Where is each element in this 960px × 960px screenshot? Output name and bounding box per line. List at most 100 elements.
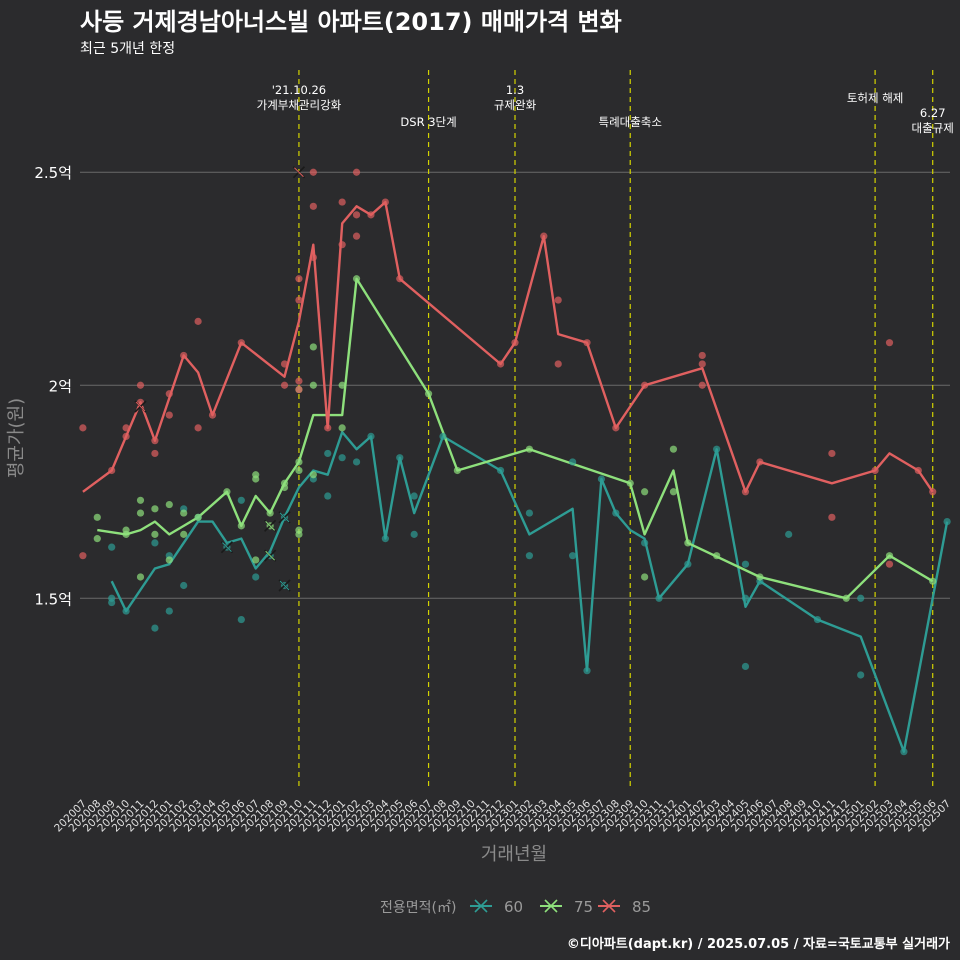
legend-key-cross (602, 899, 616, 913)
data-point-60 (151, 539, 159, 547)
data-point-75 (309, 381, 317, 389)
data-point-85 (151, 449, 159, 458)
data-point-75 (295, 466, 303, 475)
data-point-75 (194, 513, 202, 521)
data-point-85 (165, 411, 173, 419)
data-point-75 (93, 535, 101, 543)
legend-entry-85: 85 (598, 898, 651, 916)
data-point-85 (396, 275, 404, 283)
data-point-85 (496, 360, 505, 368)
data-point-60 (741, 594, 750, 602)
data-point-85 (295, 296, 303, 304)
series-lines (82, 200, 949, 753)
event-label: '21.10.26 (272, 83, 326, 97)
data-point-60 (396, 454, 404, 462)
data-point-75 (136, 509, 145, 517)
data-point-60 (410, 530, 418, 538)
data-point-85 (295, 385, 303, 394)
data-point-85 (309, 253, 317, 262)
data-point-85 (280, 381, 289, 389)
data-point-75 (295, 458, 303, 466)
data-point-75 (626, 479, 634, 487)
data-point-85 (698, 351, 706, 360)
legend-entry-60: 60 (470, 898, 523, 916)
data-point-75 (136, 496, 145, 504)
event-label: DSR 3단계 (400, 115, 456, 129)
data-point-75 (713, 552, 721, 560)
event-label: 규제완화 (494, 98, 537, 112)
data-point-75 (338, 424, 346, 432)
data-point-75 (295, 530, 303, 538)
data-point-85 (122, 432, 130, 440)
data-point-60 (367, 432, 375, 440)
event-label: 토허제 해제 (847, 91, 904, 105)
data-point-75 (237, 522, 245, 530)
chart-title: 사등 거제경남아너스빌 아파트(2017) 매매가격 변화 (80, 8, 622, 36)
data-point-75 (122, 526, 130, 534)
data-point-85 (194, 424, 202, 432)
cross-stroke (265, 550, 275, 561)
data-point-85 (828, 449, 836, 458)
data-point-75 (252, 475, 260, 483)
cross-point-85 (134, 400, 147, 413)
legend-title: 전용면적(㎡) (380, 900, 456, 916)
data-point-60 (252, 573, 260, 581)
data-point-75 (223, 488, 231, 496)
data-point-75 (136, 573, 145, 581)
data-point-60 (439, 432, 447, 440)
data-point-60 (122, 607, 130, 615)
cross-stroke (294, 167, 304, 178)
legend-label: 60 (504, 898, 523, 916)
data-point-85 (309, 168, 317, 176)
y-axis-label: 평균가(원) (6, 398, 27, 478)
y-tick-label: 1.5억 (34, 590, 72, 608)
data-point-75 (338, 381, 346, 389)
data-point-60 (324, 492, 332, 500)
data-point-85 (122, 424, 130, 432)
event-label: 1.3 (506, 83, 524, 97)
data-point-60 (381, 535, 389, 543)
data-point-60 (352, 458, 361, 466)
legend-label: 85 (632, 898, 651, 916)
data-point-60 (857, 671, 865, 679)
data-point-85 (540, 232, 548, 240)
cross-stroke (135, 401, 146, 412)
data-point-60 (684, 560, 692, 568)
data-point-60 (641, 539, 649, 547)
data-point-85 (828, 513, 836, 521)
data-point-75 (641, 573, 649, 581)
data-point-85 (612, 424, 620, 432)
y-tick-label: 2억 (49, 377, 72, 395)
data-point-85 (885, 560, 894, 568)
data-point-60 (569, 552, 577, 560)
data-point-85 (309, 202, 317, 210)
series-line-75 (97, 277, 934, 600)
data-point-85 (338, 198, 346, 206)
caption: ©디아파트(dapt.kr) / 2025.07.05 / 자료=국토교통부 실… (567, 936, 950, 952)
cross-point-75 (264, 519, 277, 532)
data-point-85 (381, 198, 389, 206)
data-point-85 (554, 296, 562, 304)
data-point-60 (180, 581, 188, 590)
data-point-60 (569, 458, 577, 466)
data-point-75 (93, 513, 101, 521)
data-point-85 (352, 232, 361, 240)
data-point-75 (929, 577, 937, 585)
cross-point-85 (292, 166, 306, 179)
legend: 전용면적(㎡) 60 75 85 (380, 898, 651, 916)
data-point-85 (208, 411, 217, 419)
data-point-75 (669, 445, 678, 453)
cross-point-60 (220, 541, 233, 554)
data-point-75 (885, 552, 894, 560)
data-point-75 (684, 539, 692, 547)
x-axis-label: 거래년월 (481, 844, 547, 865)
data-point-85 (583, 339, 591, 347)
series-line-60 (110, 430, 949, 753)
data-point-60 (583, 667, 591, 675)
event-label: 대출규제 (912, 121, 954, 135)
data-point-60 (741, 560, 750, 568)
data-point-60 (655, 594, 663, 602)
legend-entry-75: 75 (540, 898, 593, 916)
event-label: 가계부채관리강화 (257, 98, 342, 112)
